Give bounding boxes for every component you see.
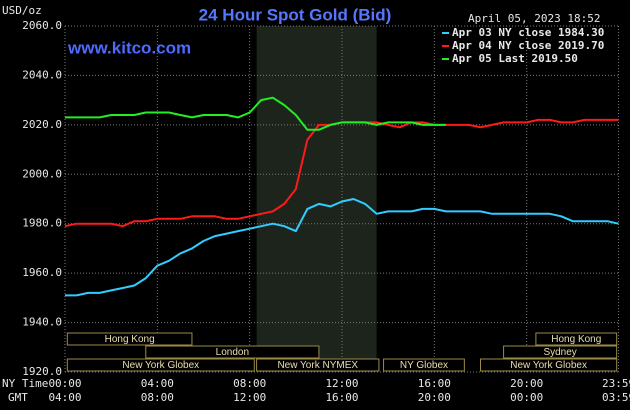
y-tick-label: 1920.0 [22, 365, 62, 378]
x2-tick-label: 08:00 [141, 391, 174, 404]
y-tick-label: 2000.0 [22, 167, 62, 180]
x-tick-label: 12:00 [325, 377, 358, 390]
x-tick-label: 00:00 [48, 377, 81, 390]
session-label: Sydney [543, 347, 576, 358]
session-label: Hong Kong [551, 334, 601, 345]
session-box [256, 358, 380, 372]
y-tick-label: 2020.0 [22, 118, 62, 131]
session-label: London [216, 347, 249, 358]
x-axis-label: NY Time [2, 377, 48, 390]
x2-tick-label: 03:59 [602, 391, 630, 404]
session-label: New York NYMEX [277, 360, 358, 371]
session-box [383, 358, 465, 372]
series-line [65, 96, 446, 131]
y-tick-label: 1960.0 [22, 266, 62, 279]
x-tick-label: 04:00 [141, 377, 174, 390]
session-label: New York Globex [122, 360, 199, 371]
session-box [480, 358, 618, 372]
session-box [66, 332, 193, 346]
x2-tick-label: 20:00 [418, 391, 451, 404]
session-box [503, 345, 618, 359]
session-box [145, 345, 320, 359]
session-label: NY Globex [400, 360, 448, 371]
x-tick-label: 16:00 [418, 377, 451, 390]
session-box [535, 332, 618, 346]
x2-axis-label: GMT [8, 391, 28, 404]
legend-label: Apr 04 NY close 2019.70 [452, 39, 604, 52]
x2-tick-label: 04:00 [48, 391, 81, 404]
session-box [66, 358, 255, 372]
y-tick-label: 1980.0 [22, 217, 62, 230]
legend-label: Apr 05 Last 2019.50 [452, 52, 578, 65]
x2-tick-label: 16:00 [325, 391, 358, 404]
timestamp: April 05, 2023 18:52 [468, 12, 600, 25]
session-label: Hong Kong [105, 334, 155, 345]
x-tick-label: 20:00 [510, 377, 543, 390]
y-tick-label: 1940.0 [22, 316, 62, 329]
series-line [65, 198, 619, 297]
chart-title: 24 Hour Spot Gold (Bid) [199, 5, 392, 24]
x-tick-label: 23:59 [602, 377, 630, 390]
y-tick-label: 2060.0 [22, 19, 62, 32]
x2-tick-label: 00:00 [510, 391, 543, 404]
x2-tick-label: 12:00 [233, 391, 266, 404]
watermark: www.kitco.com [67, 38, 191, 57]
y-tick-label: 2040.0 [22, 68, 62, 81]
y-axis-label: USD/oz [2, 4, 42, 17]
session-label: New York Globex [510, 360, 587, 371]
x-tick-label: 08:00 [233, 377, 266, 390]
legend-label: Apr 03 NY close 1984.30 [452, 26, 604, 39]
highlight-band [256, 26, 377, 372]
